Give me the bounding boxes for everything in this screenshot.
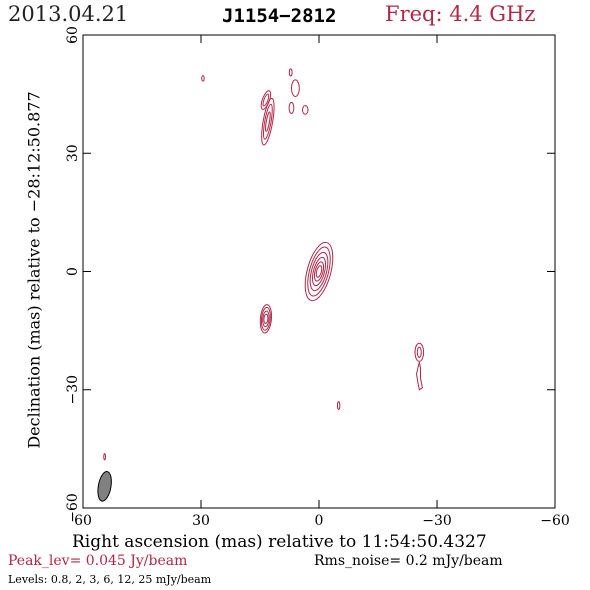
contour-line: [301, 105, 309, 115]
contour-layer: [103, 68, 425, 461]
contour-line: [262, 93, 270, 107]
contour-line: [416, 346, 422, 358]
peak-level: Peak_lev= 0.045 Jy/beam: [8, 553, 188, 569]
y-axis-label: Declination (mas) relative to −28:12:50.…: [24, 91, 44, 449]
x-tick-label: 0: [315, 513, 324, 529]
contour-line: [290, 79, 300, 97]
contour-levels: Levels: 0.8, 2, 3, 6, 12, 25 mJy/beam: [8, 573, 212, 586]
contour-line: [263, 313, 269, 325]
contour-line: [103, 453, 106, 461]
plot-frame: [82, 34, 556, 509]
x-tick-label: 30: [192, 513, 210, 529]
contour-line: [307, 246, 331, 297]
y-tick-label: 0: [65, 267, 81, 276]
contour-line: [414, 342, 425, 362]
contour-line: [288, 101, 295, 114]
y-tick-label: −30: [65, 375, 81, 405]
contour-line: [304, 241, 334, 302]
contour-line: [259, 304, 273, 334]
contour-line: [260, 306, 271, 331]
source-name: J1154−2812: [222, 5, 337, 27]
contour-line: [262, 103, 273, 140]
observation-date: 2013.04.21: [8, 2, 129, 26]
y-tick-label: 30: [65, 144, 81, 162]
x-tick-label: −60: [540, 513, 570, 529]
y-tick-label: −60: [65, 493, 81, 523]
beam-ellipse: [97, 471, 112, 502]
contour-line: [261, 97, 275, 146]
beam-layer: [97, 471, 112, 502]
contour-line: [201, 75, 205, 82]
contour-line: [288, 68, 293, 77]
y-tick-label: 60: [65, 26, 81, 44]
rms-noise: Rms_noise= 0.2 mJy/beam: [314, 553, 503, 569]
x-tick-label: −30: [422, 513, 452, 529]
contour-line: [313, 261, 325, 282]
contour-line: [265, 111, 271, 132]
contour-line: [315, 265, 323, 278]
x-tick-label: 60: [74, 513, 92, 529]
contour-line: [309, 251, 329, 292]
contour-line: [262, 310, 270, 328]
contour-line: [336, 401, 341, 410]
contour-line: [415, 362, 423, 391]
contour-line: [260, 90, 272, 110]
axis-ticks: 60 30 0 −30 −60 −60 −30 0 30 60: [65, 26, 570, 529]
x-axis-label: Right ascension (mas) relative to 11:54:…: [72, 532, 487, 552]
contour-line: [311, 256, 327, 287]
frequency-label: Freq: 4.4 GHz: [385, 2, 536, 26]
